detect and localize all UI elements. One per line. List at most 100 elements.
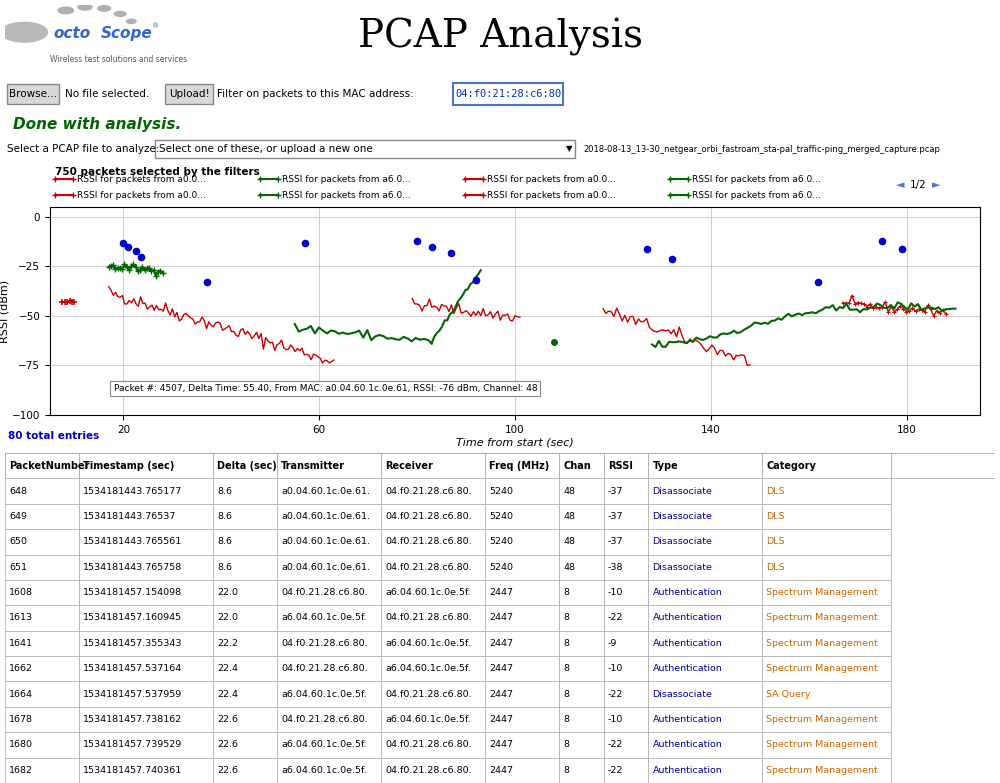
Text: 22.0: 22.0	[217, 614, 238, 622]
Text: RSSI for packets from a0.0...: RSSI for packets from a0.0...	[487, 175, 616, 183]
Text: Authentication: Authentication	[652, 614, 722, 622]
Text: 651: 651	[9, 563, 27, 572]
Text: -37: -37	[608, 486, 623, 496]
Bar	[485, 656, 559, 681]
Bar	[79, 656, 213, 681]
Bar	[213, 681, 277, 707]
Text: PCAP Analysis: PCAP Analysis	[358, 19, 642, 56]
Bar	[762, 656, 891, 681]
Text: 650: 650	[9, 537, 27, 547]
Bar	[648, 580, 762, 605]
Text: 1682: 1682	[9, 766, 33, 775]
Text: 750 packets selected by the filters: 750 packets selected by the filters	[55, 167, 260, 177]
Bar	[5, 707, 79, 732]
Text: 2447: 2447	[489, 741, 513, 749]
Bar	[559, 707, 604, 732]
Bar	[604, 605, 648, 630]
Bar	[485, 554, 559, 580]
Text: 22.6: 22.6	[217, 715, 238, 724]
Bar	[213, 453, 277, 478]
Text: ◄: ◄	[896, 180, 904, 190]
Bar	[165, 84, 213, 104]
Bar	[5, 580, 79, 605]
Bar	[79, 732, 213, 758]
Text: RSSI for packets from a6.0...: RSSI for packets from a6.0...	[282, 190, 411, 200]
Bar	[277, 681, 381, 707]
Text: 22.2: 22.2	[217, 639, 238, 648]
Text: 5240: 5240	[489, 486, 513, 496]
Bar	[213, 529, 277, 554]
Point	[639, 242, 655, 254]
Bar	[648, 478, 762, 503]
Bar	[213, 554, 277, 580]
Bar	[559, 580, 604, 605]
Text: ►: ►	[932, 180, 940, 190]
Bar	[604, 681, 648, 707]
Bar	[559, 758, 604, 783]
Bar	[485, 503, 559, 529]
Text: 8.6: 8.6	[217, 537, 232, 547]
Point	[120, 240, 136, 253]
Text: 1534181443.765758: 1534181443.765758	[83, 563, 182, 572]
Text: 649: 649	[9, 512, 27, 521]
Bar	[213, 580, 277, 605]
Text: 1534181457.740361: 1534181457.740361	[83, 766, 182, 775]
Text: DLS: DLS	[766, 537, 785, 547]
Bar	[485, 529, 559, 554]
Text: Freq (MHz): Freq (MHz)	[489, 460, 549, 471]
Bar	[559, 503, 604, 529]
Text: 2447: 2447	[489, 690, 513, 698]
Text: -22: -22	[608, 614, 623, 622]
Text: a6.04.60.1c.0e.5f.: a6.04.60.1c.0e.5f.	[385, 588, 471, 597]
Text: 2447: 2447	[489, 766, 513, 775]
Bar	[648, 732, 762, 758]
Text: Wireless test solutions and services: Wireless test solutions and services	[50, 55, 187, 64]
Text: 648: 648	[9, 486, 27, 496]
Text: 1534181457.537959: 1534181457.537959	[83, 690, 182, 698]
Bar	[604, 554, 648, 580]
Bar	[277, 707, 381, 732]
Bar	[604, 758, 648, 783]
Text: a6.04.60.1c.0e.5f.: a6.04.60.1c.0e.5f.	[281, 614, 367, 622]
Text: 22.4: 22.4	[217, 690, 238, 698]
Bar	[79, 554, 213, 580]
Text: a6.04.60.1c.0e.5f.: a6.04.60.1c.0e.5f.	[385, 664, 471, 673]
Bar	[5, 503, 79, 529]
Bar	[762, 732, 891, 758]
Text: -37: -37	[608, 512, 623, 521]
Text: Upload!: Upload!	[169, 89, 209, 99]
Bar	[485, 630, 559, 656]
Text: Spectrum Management: Spectrum Management	[766, 614, 878, 622]
Text: 1534181457.355343: 1534181457.355343	[83, 639, 183, 648]
Text: Select one of these, or upload a new one: Select one of these, or upload a new one	[159, 144, 373, 154]
Bar	[79, 478, 213, 503]
Text: -22: -22	[608, 741, 623, 749]
Bar	[762, 580, 891, 605]
Text: Done with analysis.: Done with analysis.	[13, 117, 181, 132]
Text: a0.04.60.1c.0e.61.: a0.04.60.1c.0e.61.	[281, 486, 370, 496]
Bar	[559, 681, 604, 707]
Bar	[381, 453, 485, 478]
X-axis label: Time from start (sec): Time from start (sec)	[456, 438, 574, 448]
Bar	[5, 656, 79, 681]
Bar	[79, 453, 213, 478]
Bar	[381, 503, 485, 529]
Bar	[277, 554, 381, 580]
Bar	[762, 605, 891, 630]
Bar	[213, 707, 277, 732]
Text: Disassociate: Disassociate	[652, 690, 712, 698]
Bar	[79, 605, 213, 630]
Text: 2447: 2447	[489, 639, 513, 648]
Point	[424, 240, 440, 253]
Text: Spectrum Management: Spectrum Management	[766, 664, 878, 673]
Text: -38: -38	[608, 563, 623, 572]
Text: Authentication: Authentication	[652, 664, 722, 673]
Bar	[648, 529, 762, 554]
Bar	[79, 503, 213, 529]
Text: 2447: 2447	[489, 588, 513, 597]
Bar	[762, 453, 891, 478]
Text: Delta (sec): Delta (sec)	[217, 460, 277, 471]
Text: 2447: 2447	[489, 614, 513, 622]
Point	[297, 236, 313, 249]
Bar	[5, 453, 995, 478]
